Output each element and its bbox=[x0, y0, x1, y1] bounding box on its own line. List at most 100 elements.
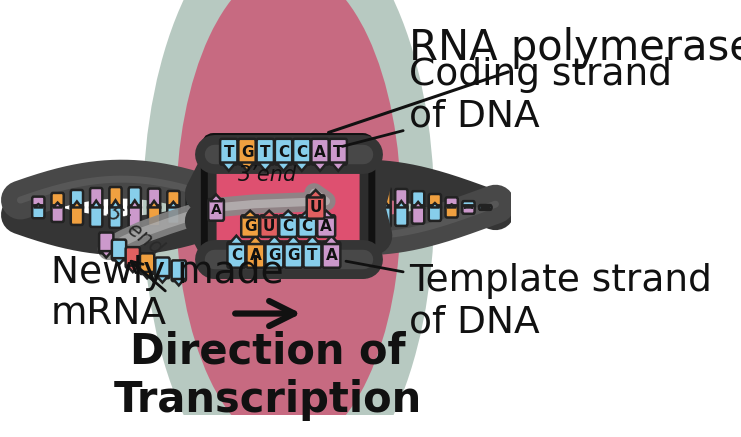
Polygon shape bbox=[299, 211, 314, 218]
Polygon shape bbox=[330, 163, 345, 171]
FancyBboxPatch shape bbox=[428, 206, 441, 221]
Polygon shape bbox=[396, 201, 405, 208]
Polygon shape bbox=[413, 208, 422, 213]
FancyBboxPatch shape bbox=[155, 258, 170, 278]
FancyBboxPatch shape bbox=[479, 206, 491, 210]
Polygon shape bbox=[430, 208, 439, 212]
Polygon shape bbox=[142, 272, 153, 278]
Polygon shape bbox=[463, 208, 473, 209]
FancyBboxPatch shape bbox=[206, 198, 218, 210]
Polygon shape bbox=[169, 208, 178, 213]
Polygon shape bbox=[188, 204, 197, 208]
Polygon shape bbox=[33, 208, 43, 211]
Text: A: A bbox=[325, 248, 337, 263]
Polygon shape bbox=[169, 202, 178, 208]
Polygon shape bbox=[101, 251, 112, 258]
Polygon shape bbox=[239, 163, 254, 171]
Text: A: A bbox=[210, 203, 222, 217]
Polygon shape bbox=[363, 208, 372, 215]
FancyBboxPatch shape bbox=[362, 206, 373, 228]
FancyBboxPatch shape bbox=[99, 233, 113, 253]
Polygon shape bbox=[447, 208, 456, 211]
FancyBboxPatch shape bbox=[187, 206, 199, 221]
Polygon shape bbox=[33, 205, 43, 208]
FancyBboxPatch shape bbox=[395, 206, 407, 226]
FancyBboxPatch shape bbox=[70, 190, 83, 210]
FancyBboxPatch shape bbox=[445, 198, 457, 210]
FancyBboxPatch shape bbox=[395, 189, 407, 210]
FancyBboxPatch shape bbox=[256, 139, 273, 165]
Polygon shape bbox=[313, 163, 327, 171]
Text: Newly made
mRNA: Newly made mRNA bbox=[51, 254, 284, 332]
FancyBboxPatch shape bbox=[238, 139, 256, 165]
Text: A: A bbox=[320, 219, 332, 234]
FancyBboxPatch shape bbox=[171, 260, 186, 281]
FancyBboxPatch shape bbox=[51, 193, 64, 210]
FancyBboxPatch shape bbox=[378, 206, 391, 228]
Polygon shape bbox=[53, 203, 62, 208]
Text: G: G bbox=[268, 248, 280, 263]
FancyBboxPatch shape bbox=[411, 206, 424, 224]
Polygon shape bbox=[413, 202, 422, 208]
Text: Template strand
of DNA: Template strand of DNA bbox=[345, 261, 711, 340]
FancyBboxPatch shape bbox=[125, 247, 140, 268]
FancyBboxPatch shape bbox=[241, 215, 259, 237]
Polygon shape bbox=[305, 236, 319, 244]
FancyBboxPatch shape bbox=[227, 242, 245, 268]
Polygon shape bbox=[242, 211, 257, 218]
Polygon shape bbox=[247, 236, 262, 244]
FancyBboxPatch shape bbox=[220, 139, 237, 165]
Polygon shape bbox=[127, 266, 139, 272]
FancyBboxPatch shape bbox=[90, 188, 102, 210]
Text: C: C bbox=[230, 248, 242, 263]
Text: U: U bbox=[309, 200, 322, 215]
Polygon shape bbox=[188, 208, 197, 212]
Text: T: T bbox=[223, 145, 234, 160]
FancyBboxPatch shape bbox=[378, 188, 391, 210]
FancyBboxPatch shape bbox=[128, 206, 141, 228]
Polygon shape bbox=[308, 191, 323, 198]
Text: T: T bbox=[333, 145, 343, 160]
Text: 3’end: 3’end bbox=[238, 165, 297, 185]
Text: 5’ end: 5’ end bbox=[102, 202, 166, 259]
FancyBboxPatch shape bbox=[445, 206, 457, 218]
Polygon shape bbox=[286, 236, 301, 244]
FancyBboxPatch shape bbox=[109, 206, 122, 228]
FancyBboxPatch shape bbox=[206, 206, 218, 217]
Polygon shape bbox=[463, 206, 473, 208]
FancyBboxPatch shape bbox=[51, 206, 64, 222]
Ellipse shape bbox=[176, 0, 401, 437]
Polygon shape bbox=[229, 236, 244, 244]
Text: C: C bbox=[302, 219, 313, 234]
Text: T: T bbox=[307, 248, 317, 263]
FancyBboxPatch shape bbox=[260, 215, 278, 237]
Polygon shape bbox=[430, 203, 439, 208]
FancyBboxPatch shape bbox=[32, 197, 44, 210]
Text: Direction of
Transcription: Direction of Transcription bbox=[114, 330, 422, 421]
Polygon shape bbox=[262, 211, 276, 218]
Text: G: G bbox=[287, 248, 299, 263]
Polygon shape bbox=[222, 163, 236, 171]
Text: C: C bbox=[282, 219, 293, 234]
FancyBboxPatch shape bbox=[147, 206, 160, 227]
FancyBboxPatch shape bbox=[428, 194, 441, 210]
Text: C: C bbox=[278, 145, 289, 160]
Polygon shape bbox=[281, 211, 296, 218]
FancyBboxPatch shape bbox=[307, 196, 325, 219]
FancyBboxPatch shape bbox=[208, 199, 224, 221]
FancyBboxPatch shape bbox=[298, 215, 316, 237]
FancyBboxPatch shape bbox=[140, 253, 154, 274]
FancyBboxPatch shape bbox=[204, 137, 371, 275]
Polygon shape bbox=[113, 258, 124, 265]
Polygon shape bbox=[267, 236, 282, 244]
Text: Coding strand
of DNA: Coding strand of DNA bbox=[342, 57, 671, 147]
FancyBboxPatch shape bbox=[128, 187, 141, 210]
Text: A: A bbox=[314, 145, 325, 160]
Text: U: U bbox=[263, 219, 275, 234]
FancyBboxPatch shape bbox=[187, 194, 199, 210]
Polygon shape bbox=[207, 205, 216, 208]
Text: A: A bbox=[249, 248, 261, 263]
Polygon shape bbox=[92, 208, 101, 215]
FancyBboxPatch shape bbox=[317, 215, 335, 237]
Polygon shape bbox=[111, 201, 120, 208]
